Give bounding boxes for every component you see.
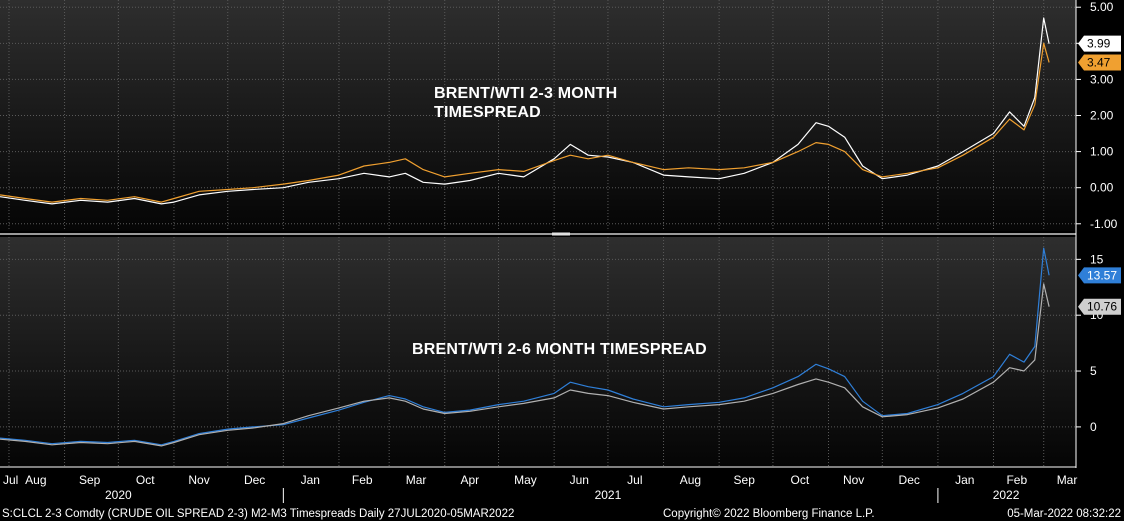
x-month-label: Jul: [3, 473, 18, 487]
y-tick-label: 2.00: [1090, 109, 1114, 123]
x-month-label: Jan: [301, 473, 320, 487]
y-tick-label: 3.00: [1090, 72, 1114, 86]
x-month-label: Mar: [406, 473, 427, 487]
y-tick-label: -1.00: [1090, 217, 1118, 231]
y-tick-label: 5.00: [1090, 0, 1114, 14]
last-value-badge: [1078, 298, 1121, 315]
chart-title-1: BRENT/WTI 2-3 MONTH TIMESPREAD: [434, 85, 617, 121]
x-month-label: Jan: [955, 473, 974, 487]
x-month-label: Feb: [352, 473, 373, 487]
last-value-badge: [1078, 54, 1121, 71]
x-year-label: 2022: [993, 488, 1020, 502]
footer-bar: [0, 505, 1124, 521]
y-tick-label: 15: [1090, 252, 1104, 266]
x-month-label: Dec: [899, 473, 920, 487]
x-month-label: May: [514, 473, 537, 487]
x-month-label: Dec: [244, 473, 265, 487]
x-month-label: Feb: [1006, 473, 1027, 487]
last-value-badge: [1078, 267, 1121, 284]
y-tick-label: 1.00: [1090, 145, 1114, 159]
x-month-label: Nov: [843, 473, 864, 487]
last-value-badge: [1078, 35, 1121, 52]
footer-timestamp: 05-Mar-2022 08:32:22: [1007, 508, 1121, 520]
y-tick-label: 0: [1090, 420, 1097, 434]
chart-title-line: TIMESPREAD: [434, 104, 541, 121]
last-value-label: 10.76: [1087, 300, 1117, 314]
x-month-label: Mar: [1057, 473, 1078, 487]
footer-security-info: S:CLCL 2-3 Comdty (CRUDE OIL SPREAD 2-3)…: [2, 508, 514, 520]
x-month-label: Oct: [136, 473, 155, 487]
last-value-label: 3.99: [1087, 37, 1111, 51]
x-month-label: Sep: [79, 473, 101, 487]
series-line-1-2: [0, 42, 1050, 203]
y-tick-label: 0.00: [1090, 181, 1114, 195]
x-month-label: Jun: [570, 473, 589, 487]
x-month-label: Aug: [25, 473, 46, 487]
x-month-label: Oct: [790, 473, 809, 487]
last-value-label: 3.47: [1087, 55, 1111, 69]
chart-title-2: BRENT/WTI 2-6 MONTH TIMESPREAD: [412, 341, 707, 358]
x-month-label: Aug: [680, 473, 701, 487]
x-year-label: 2021: [595, 488, 622, 502]
chart-title-line: BRENT/WTI 2-3 MONTH: [434, 85, 617, 102]
x-month-label: Apr: [461, 473, 480, 487]
x-year-label: 2020: [105, 488, 132, 502]
x-month-label: Sep: [734, 473, 756, 487]
y-tick-label: 5: [1090, 364, 1097, 378]
x-month-label: Jul: [627, 473, 642, 487]
series-line-2-1: [0, 247, 1050, 446]
footer-copyright: Copyright© 2022 Bloomberg Finance L.P.: [663, 508, 875, 520]
plot-panel-2: [0, 237, 1076, 466]
x-month-label: Nov: [188, 473, 209, 487]
series-line-2-2: [0, 283, 1050, 447]
last-value-label: 13.57: [1087, 268, 1117, 282]
